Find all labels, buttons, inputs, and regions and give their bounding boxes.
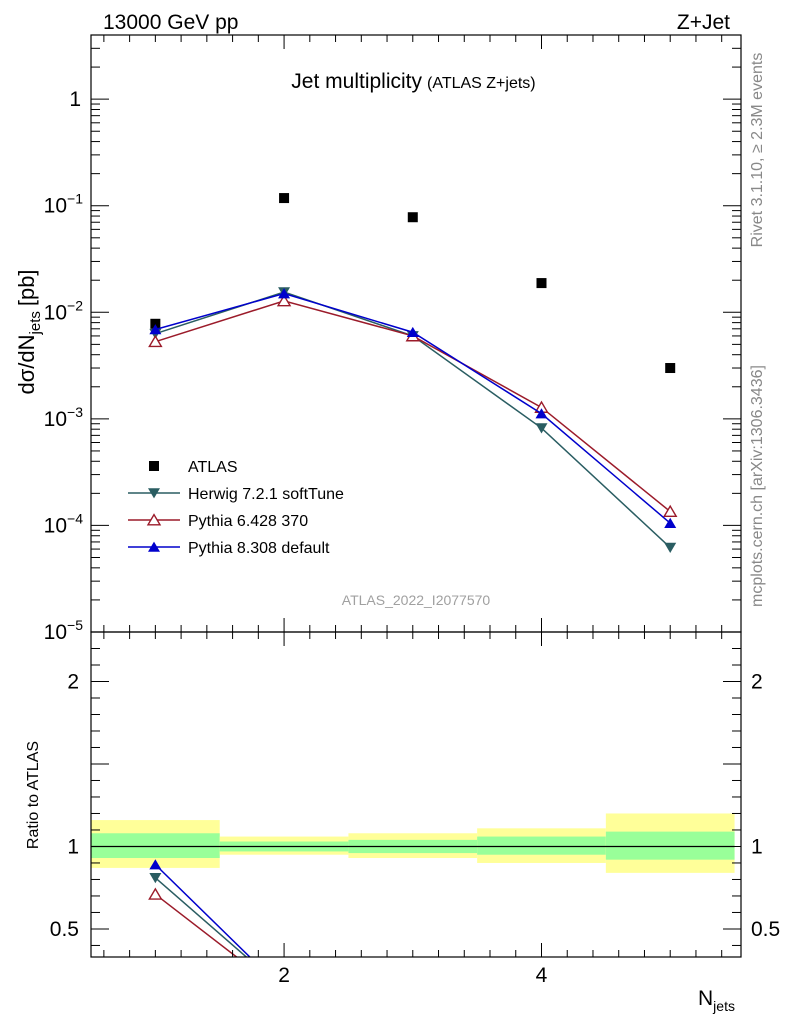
ratio-line-herwig-7-2-1-softtune [154,877,248,957]
x-axis-label-sub: jets [712,998,735,1014]
point-pythia-8-308-default-5 [664,517,677,528]
chart-subtitle: (ATLAS Z+jets) [427,75,536,92]
point-pythia-8-308-default-2 [278,288,291,299]
point-atlas-3 [407,212,418,223]
legend: ATLAS Herwig 7.2.1 softTune Pythia 6.428 3… [128,459,344,557]
y-tick-label: 10−1 [44,191,84,218]
ratio-point-herwig-7-2-1-softtune-1 [149,873,162,884]
ratio-band-inner-5 [605,831,735,860]
legend-label-herwig-7-2-1-softtune: Herwig 7.2.1 softTune [188,486,344,503]
ratio-y-axis-label: Ratio to ATLAS [25,741,42,849]
energy-label: 13000 GeV pp [103,11,238,34]
chart-title: Jet multiplicity [291,70,422,93]
ratio-y-tick-label-right: 1 [751,835,763,858]
point-pythia-6-428-370-1 [148,334,163,348]
ratio-point-pythia-6-428-370-1 [148,887,163,900]
ratio-band-inner-1 [91,833,220,859]
ratio-line-pythia-6-428-370 [154,893,238,957]
rivet-version-label: Rivet 3.1.10, ≥ 2.3M events [749,53,766,248]
point-atlas-1 [150,318,161,329]
y-tick-label: 10−3 [44,404,84,431]
ratio-y-tick-label-right: 2 [751,670,763,693]
y-tick-label: 10−2 [44,297,84,324]
y-tick-label: 1 [69,88,81,111]
legend-marker-pythia-8-308-default [148,541,160,552]
ratio-uncertainty-bands [91,813,735,873]
point-pythia-6-428-370-5 [662,504,678,518]
legend-marker-atlas [149,461,159,471]
ratio-y-tick-label-left: 0.5 [50,918,79,941]
y-axis-label-unit: [pb] [14,269,39,306]
y-axis-label: dσ/dNjets [pb] [14,269,44,394]
main-series-layer [148,193,678,553]
analysis-id: ATLAS_2022_I2077570 [342,592,491,608]
ratio-plot-frame [90,631,742,958]
point-pythia-6-428-370-2 [276,294,292,307]
ratio-y-tick-label-left: 1 [67,835,79,858]
y-tick-label: 10−5 [44,617,84,644]
legend-label-pythia-6-428-370: Pythia 6.428 370 [188,513,308,530]
process-label: Z+Jet [677,11,730,34]
point-herwig-7-2-1-softtune-4 [535,423,548,434]
x-axis-label-main: N [698,987,713,1010]
point-atlas-2 [279,193,290,204]
x-tick-label-2: 2 [278,964,290,987]
point-pythia-8-308-default-1 [149,324,162,335]
ratio-series-layer [148,859,251,957]
svg-text:dσ/dNjets[pb]: dσ/dNjets [pb] [14,269,44,394]
ratio-line-pythia-8-308-default [154,864,251,957]
point-atlas-4 [536,278,547,289]
ratio-y-tick-label-right: 0.5 [751,918,780,941]
mcplots-label: mcplots.cern.ch [arXiv:1306.3436] [749,365,766,607]
point-atlas-5 [665,363,676,374]
y-tick-label: 10−4 [44,510,84,537]
axes-layer: 2 4 1 10−1 10−2 10−3 10−4 10−5 2 2 1 1 0.5 0.5 [44,34,780,987]
point-pythia-8-308-default-3 [406,326,419,338]
legend-marker-herwig-7-2-1-softtune [148,488,160,499]
ratio-point-pythia-8-308-default-1 [149,859,162,870]
ratio-y-tick-label-left: 2 [67,670,79,693]
point-herwig-7-2-1-softtune-5 [664,542,677,553]
point-pythia-8-308-default-4 [535,408,548,419]
svg-text:Njets: Njets [698,987,735,1014]
legend-marker-pythia-6-428-370 [146,513,162,526]
legend-label-pythia-8-308-default: Pythia 8.308 default [188,540,330,557]
y-axis-label-sub: jets [27,311,44,335]
ratio-band-inner-4 [477,836,606,855]
x-axis-label: Njets [698,987,735,1014]
x-tick-label-4: 4 [536,964,548,987]
y-axis-label-main: dσ/dN [14,334,39,394]
legend-label-atlas: ATLAS [188,459,238,476]
